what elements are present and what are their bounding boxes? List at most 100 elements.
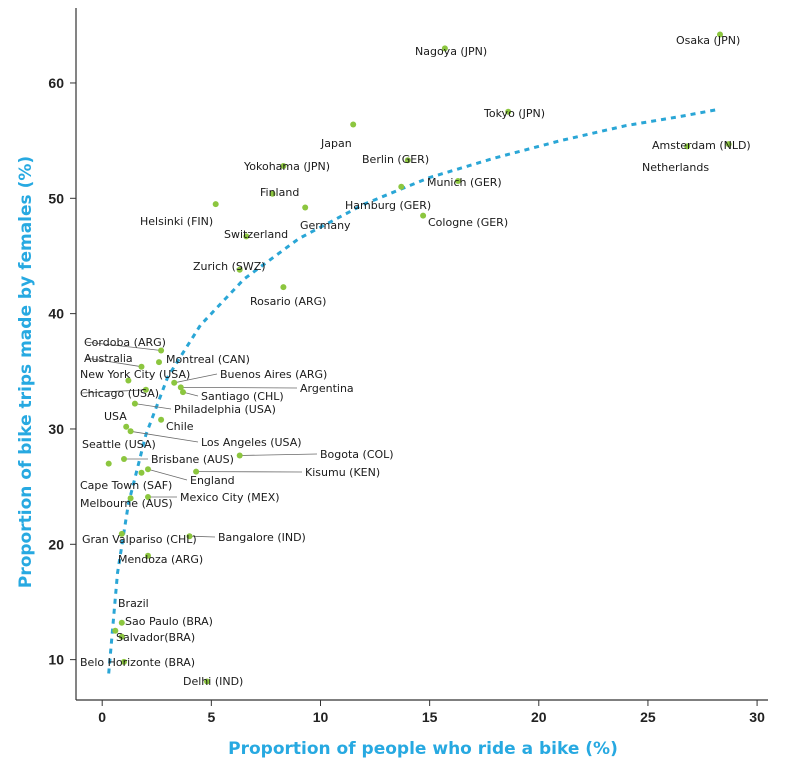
point-label: Los Angeles (USA) (201, 436, 302, 449)
label-leader-line (85, 357, 142, 368)
x-tick-label: 25 (640, 709, 656, 725)
label-leader-line (130, 430, 199, 443)
label-leader-line (189, 535, 216, 538)
data-point (177, 384, 184, 391)
point-label: Gran Valpariso (CHL) (82, 533, 197, 546)
data-point (105, 460, 112, 467)
data-point (420, 212, 427, 219)
data-point (236, 266, 243, 273)
point-label: Zurich (SWZ) (193, 260, 266, 273)
data-point (158, 347, 165, 354)
point-label: Berlin (GER) (362, 153, 429, 166)
data-point (280, 284, 287, 291)
point-label: Sao Paulo (BRA) (125, 615, 213, 628)
data-point (142, 386, 149, 393)
point-label: Cordoba (ARG) (84, 336, 166, 349)
data-point (280, 163, 287, 169)
data-point (243, 233, 250, 240)
point-label: Seattle (USA) (82, 438, 156, 451)
point-label: Switzerland (224, 228, 288, 241)
data-point (269, 190, 276, 197)
data-point (118, 530, 125, 537)
data-point (350, 121, 357, 128)
data-point (131, 400, 138, 407)
data-point (193, 468, 200, 475)
point-label: Melbourne (AUS) (80, 497, 173, 510)
y-tick-label: 20 (48, 536, 64, 552)
axes: 0 5 10 15 20 25 30 10 20 30 40 50 60 (48, 8, 768, 725)
label-leader-line (81, 389, 146, 394)
x-axis-title: Proportion of people who ride a bike (%) (228, 739, 618, 759)
point-label: Buenos Aires (ARG) (220, 368, 327, 381)
data-point (118, 619, 125, 626)
point-labels: Osaka (JPN) Nagoya (JPN) Tokyo (JPN) Japan A… (80, 34, 751, 688)
label-leader-line (174, 373, 218, 384)
point-label: Bangalore (IND) (218, 531, 306, 544)
data-point (725, 141, 732, 148)
point-label: Munich (GER) (427, 176, 502, 189)
data-point (171, 379, 178, 386)
y-tick-label: 50 (48, 190, 64, 206)
point-label: Australia (84, 352, 133, 365)
point-label: Nagoya (JPN) (415, 45, 487, 58)
point-label: Mexico City (MEX) (180, 491, 280, 504)
data-point (717, 31, 723, 38)
data-point (158, 416, 165, 423)
data-point (455, 178, 461, 184)
x-tick-label: 30 (749, 709, 765, 725)
point-label: Cologne (GER) (428, 216, 508, 229)
point-label: Delhi (IND) (183, 675, 243, 688)
data-point (125, 377, 132, 384)
point-label: Brisbane (AUS) (151, 453, 234, 466)
point-label: Rosario (ARG) (250, 295, 326, 308)
label-leader-line (180, 386, 298, 389)
data-point (127, 495, 134, 502)
point-label: England (190, 474, 235, 487)
point-label: Helsinki (FIN) (140, 215, 213, 228)
data-point (404, 157, 411, 164)
data-point (302, 204, 309, 211)
trendline (107, 108, 719, 674)
point-label: Philadelphia (USA) (174, 403, 276, 416)
label-leader-line (239, 453, 318, 456)
point-label: Netherlands (642, 161, 709, 174)
point-label: Argentina (300, 382, 354, 395)
point-label: Belo Horizonte (BRA) (80, 656, 195, 669)
point-label: Yokohama (JPN) (243, 160, 330, 173)
data-point (204, 678, 210, 685)
point-label: Japan (320, 137, 352, 150)
data-points (105, 31, 732, 685)
x-tick-label: 0 (98, 709, 106, 725)
point-label: New York City (USA) (80, 368, 190, 381)
point-label: Germany (300, 219, 351, 232)
data-point (145, 494, 151, 500)
point-label: Osaka (JPN) (676, 34, 740, 47)
point-label: Santiago (CHL) (201, 390, 284, 403)
data-point (212, 201, 219, 208)
data-point (505, 108, 512, 115)
label-leader-line (85, 341, 162, 351)
x-tick-label: 10 (313, 709, 329, 725)
point-label: Finland (260, 186, 299, 199)
x-tick-label: 15 (422, 709, 438, 725)
data-point (112, 627, 119, 634)
y-tick-label: 40 (48, 306, 64, 322)
data-point (145, 552, 151, 559)
point-label: Montreal (CAN) (166, 353, 250, 366)
point-label: Salvador(BRA) (116, 631, 195, 644)
data-point (236, 452, 243, 459)
point-label: Cape Town (SAF) (80, 479, 172, 492)
y-axis-title: Proportion of bike trips made by females… (16, 156, 36, 588)
data-point (186, 533, 193, 540)
data-point (138, 363, 145, 370)
x-tick-label: 5 (207, 709, 215, 725)
data-point (684, 143, 691, 150)
label-leader-line (147, 468, 188, 481)
point-label: Chicago (USA) (80, 387, 159, 400)
point-label: Brazil (118, 597, 149, 610)
point-label: Bogota (COL) (320, 448, 394, 461)
data-point (441, 45, 448, 52)
x-tick-label: 20 (531, 709, 547, 725)
data-point (138, 469, 145, 476)
